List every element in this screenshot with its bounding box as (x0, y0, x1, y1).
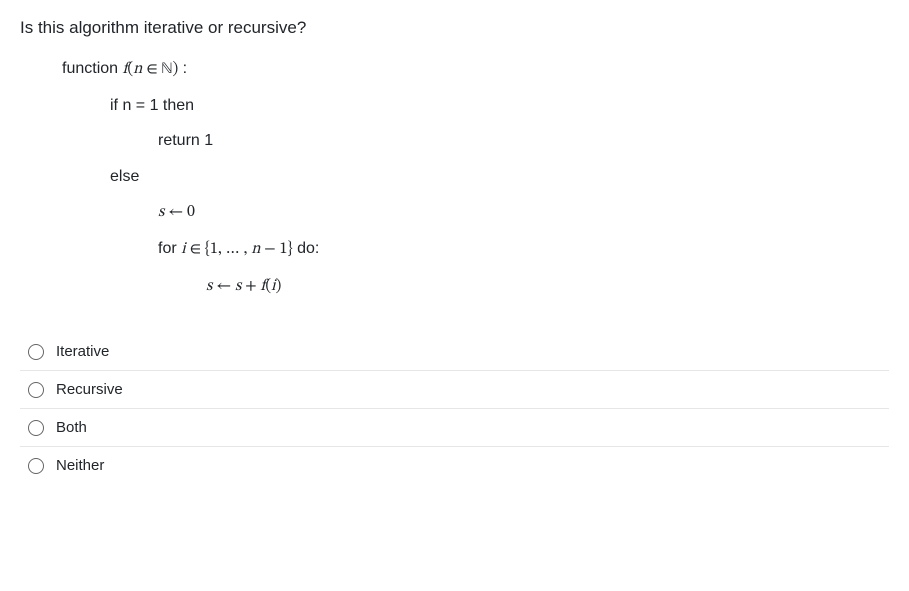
math-in-2: ∈ (186, 241, 205, 257)
arrow-2: ← (212, 278, 235, 294)
pseudo-line-2: if n = 1 then (110, 93, 889, 119)
pseudo-line-5: s ← 0 (158, 199, 889, 226)
radio-icon (28, 458, 44, 474)
arrow: ← (164, 204, 187, 220)
option-label: Recursive (56, 381, 123, 398)
option-label: Iterative (56, 343, 109, 360)
pseudo-line-1: function f(n ∈ ℕ) : (62, 56, 889, 83)
kw-do: do: (293, 240, 320, 257)
kw-function: function (62, 60, 122, 77)
math-natural: ℕ (161, 61, 172, 77)
pseudo-line-3: return 1 (158, 128, 889, 154)
option-label: Neither (56, 457, 104, 474)
answer-options: Iterative Recursive Both Neither (20, 333, 889, 484)
math-n: n (133, 61, 142, 77)
set-body: 1, … , (210, 241, 251, 257)
minus: − (260, 241, 279, 257)
option-label: Both (56, 419, 87, 436)
plus: + (241, 278, 260, 294)
option-both[interactable]: Both (20, 409, 889, 447)
question-text: Is this algorithm iterative or recursive… (20, 18, 889, 38)
kw-for: for (158, 240, 181, 257)
radio-icon (28, 344, 44, 360)
pseudo-line-4: else (110, 164, 889, 190)
radio-icon (28, 420, 44, 436)
pseudo-line-7: s ← s + f(i) (206, 273, 889, 300)
colon: : (178, 60, 187, 77)
close-2: ) (276, 278, 282, 294)
option-recursive[interactable]: Recursive (20, 371, 889, 409)
radio-icon (28, 382, 44, 398)
option-neither[interactable]: Neither (20, 447, 889, 484)
pseudo-line-6: for i ∈ {1, … , n − 1} do: (158, 236, 889, 263)
option-iterative[interactable]: Iterative (20, 333, 889, 371)
pseudocode-block: function f(n ∈ ℕ) : if n = 1 then return… (62, 56, 889, 299)
math-in: ∈ (142, 61, 161, 77)
zero: 0 (187, 204, 195, 220)
